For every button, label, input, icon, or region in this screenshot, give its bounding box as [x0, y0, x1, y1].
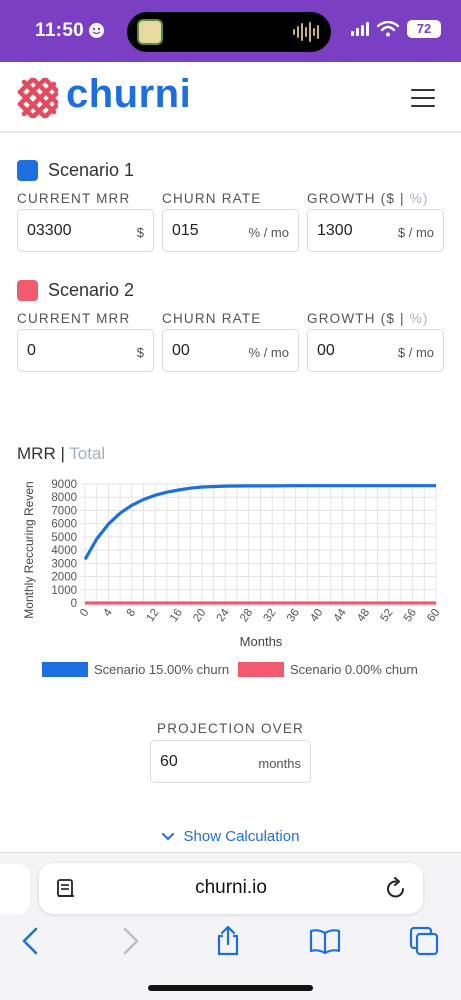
- reload-icon[interactable]: [385, 877, 407, 899]
- y-tick-label: 2000: [51, 572, 77, 584]
- x-tick-label: 36: [285, 607, 302, 624]
- x-axis-title: Months: [240, 634, 283, 649]
- scenario-2-growth-input[interactable]: 00 $ / mo: [307, 329, 444, 372]
- tabs-icon[interactable]: [408, 925, 440, 957]
- scenario-2-churn-label: CHURN RATE: [162, 311, 262, 326]
- y-tick-label: 4000: [51, 545, 77, 557]
- scenario-2-color-swatch[interactable]: [17, 280, 38, 301]
- x-tick-label: 12: [144, 607, 161, 624]
- chart-view-toggle: MRR | Total: [17, 444, 106, 463]
- scenario-1-header: Scenario 1: [17, 160, 134, 181]
- brand-name[interactable]: churni: [66, 72, 192, 116]
- scenario-1-title[interactable]: Scenario 1: [48, 160, 135, 180]
- battery-icon: 72: [407, 20, 441, 38]
- forward-icon[interactable]: [114, 925, 146, 957]
- scenario-2-mrr-input[interactable]: 0 $: [17, 329, 154, 372]
- cellular-signal-icon: [351, 22, 369, 36]
- safari-toolbar: churni.io: [0, 852, 461, 1000]
- x-tick-label: 4: [101, 606, 115, 619]
- legend-item-scenario-2[interactable]: Scenario 0.00% churn: [238, 662, 418, 677]
- chevron-down-icon: [161, 828, 174, 845]
- y-tick-label: 6000: [51, 519, 77, 531]
- total-tab[interactable]: Total: [69, 444, 106, 463]
- projection-months-input[interactable]: 60 months: [150, 740, 311, 783]
- x-tick-label: 28: [238, 607, 255, 624]
- legend-item-scenario-1[interactable]: Scenario 15.00% churn: [42, 662, 229, 677]
- y-tick-label: 9000: [51, 479, 77, 491]
- y-tick-label: 8000: [51, 492, 77, 504]
- x-tick-label: 60: [425, 607, 442, 624]
- audio-waveform-icon: [293, 21, 319, 43]
- scenario-1-growth-label: GROWTH ($ | %): [307, 191, 429, 206]
- scenario-2-mrr-label: CURRENT MRR: [17, 311, 131, 326]
- scenario-1-mrr-input[interactable]: 03300 $: [17, 209, 154, 252]
- scenario-1-churn-input[interactable]: 015 % / mo: [162, 209, 299, 252]
- wifi-icon: [377, 21, 399, 37]
- mrr-tab[interactable]: MRR: [17, 444, 56, 463]
- legend-swatch: [238, 662, 284, 677]
- now-playing-artwork-icon: [137, 19, 163, 45]
- x-tick-label: 40: [308, 607, 325, 624]
- app-header: churni: [0, 62, 461, 133]
- scenario-2-title[interactable]: Scenario 2: [48, 280, 135, 300]
- x-tick-label: 8: [125, 607, 139, 619]
- x-tick-label: 24: [215, 606, 233, 624]
- y-tick-label: 5000: [51, 532, 77, 544]
- x-tick-label: 44: [332, 606, 350, 624]
- reader-mode-icon[interactable]: [57, 879, 75, 899]
- address-bar[interactable]: churni.io: [39, 863, 423, 914]
- dynamic-island[interactable]: [127, 12, 331, 52]
- status-time: 11:50: [35, 20, 85, 41]
- series-line-1: [83, 484, 436, 561]
- scenario-1-mrr-label: CURRENT MRR: [17, 191, 131, 206]
- back-icon[interactable]: [15, 925, 47, 957]
- x-tick-label: 32: [261, 607, 278, 624]
- url-text: churni.io: [195, 877, 267, 898]
- status-bar: 11:50 72: [0, 0, 461, 62]
- churni-logo-icon[interactable]: [16, 76, 60, 120]
- scenario-1-churn-label: CHURN RATE: [162, 191, 262, 206]
- projection-label: PROJECTION OVER: [156, 721, 304, 736]
- scenario-1-color-swatch[interactable]: [17, 160, 38, 181]
- y-tick-label: 1000: [51, 585, 77, 597]
- previous-tab-preview[interactable]: [0, 864, 30, 914]
- legend-swatch: [42, 662, 88, 677]
- home-indicator: [148, 985, 313, 991]
- hamburger-menu-icon[interactable]: [411, 89, 435, 107]
- x-tick-label: 0: [78, 607, 92, 619]
- scenario-2-churn-input[interactable]: 00 % / mo: [162, 329, 299, 372]
- y-tick-label: 3000: [51, 558, 77, 570]
- x-tick-label: 52: [378, 607, 395, 624]
- y-axis-title: Monthly Reccuring Reven: [22, 481, 36, 618]
- focus-smiley-icon: [89, 23, 104, 38]
- x-tick-label: 48: [355, 607, 372, 624]
- chart-legend: Scenario 15.00% churn Scenario 0.00% chu…: [0, 662, 461, 682]
- growth-percent-toggle[interactable]: %): [409, 191, 429, 206]
- show-calculation-link[interactable]: Show Calculation: [0, 828, 461, 845]
- x-tick-label: 56: [402, 607, 419, 624]
- growth-percent-toggle[interactable]: %): [409, 311, 429, 326]
- y-tick-label: 0: [71, 598, 77, 610]
- bookmarks-icon[interactable]: [309, 925, 341, 957]
- scenario-1-growth-input[interactable]: 1300 $ / mo: [307, 209, 444, 252]
- x-tick-label: 20: [191, 607, 208, 624]
- share-icon[interactable]: [212, 925, 244, 957]
- scenario-2-growth-label: GROWTH ($ | %): [307, 311, 429, 326]
- scenario-2-header: Scenario 2: [17, 280, 134, 301]
- x-tick-label: 16: [168, 607, 185, 624]
- y-tick-label: 7000: [51, 505, 77, 517]
